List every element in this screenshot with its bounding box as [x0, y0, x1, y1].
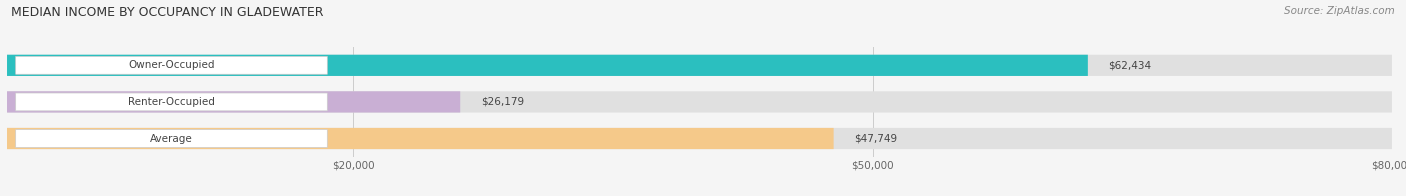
FancyBboxPatch shape [15, 93, 328, 111]
FancyBboxPatch shape [15, 130, 328, 147]
FancyBboxPatch shape [7, 128, 1392, 149]
Text: $26,179: $26,179 [481, 97, 524, 107]
FancyBboxPatch shape [7, 55, 1088, 76]
Text: $47,749: $47,749 [855, 133, 897, 143]
Text: Source: ZipAtlas.com: Source: ZipAtlas.com [1284, 6, 1395, 16]
FancyBboxPatch shape [7, 128, 834, 149]
FancyBboxPatch shape [7, 91, 1392, 113]
Text: Owner-Occupied: Owner-Occupied [128, 60, 215, 70]
Text: Average: Average [150, 133, 193, 143]
Text: MEDIAN INCOME BY OCCUPANCY IN GLADEWATER: MEDIAN INCOME BY OCCUPANCY IN GLADEWATER [11, 6, 323, 19]
Text: Renter-Occupied: Renter-Occupied [128, 97, 215, 107]
FancyBboxPatch shape [7, 91, 460, 113]
Text: $62,434: $62,434 [1108, 60, 1152, 70]
FancyBboxPatch shape [15, 56, 328, 74]
FancyBboxPatch shape [7, 55, 1392, 76]
